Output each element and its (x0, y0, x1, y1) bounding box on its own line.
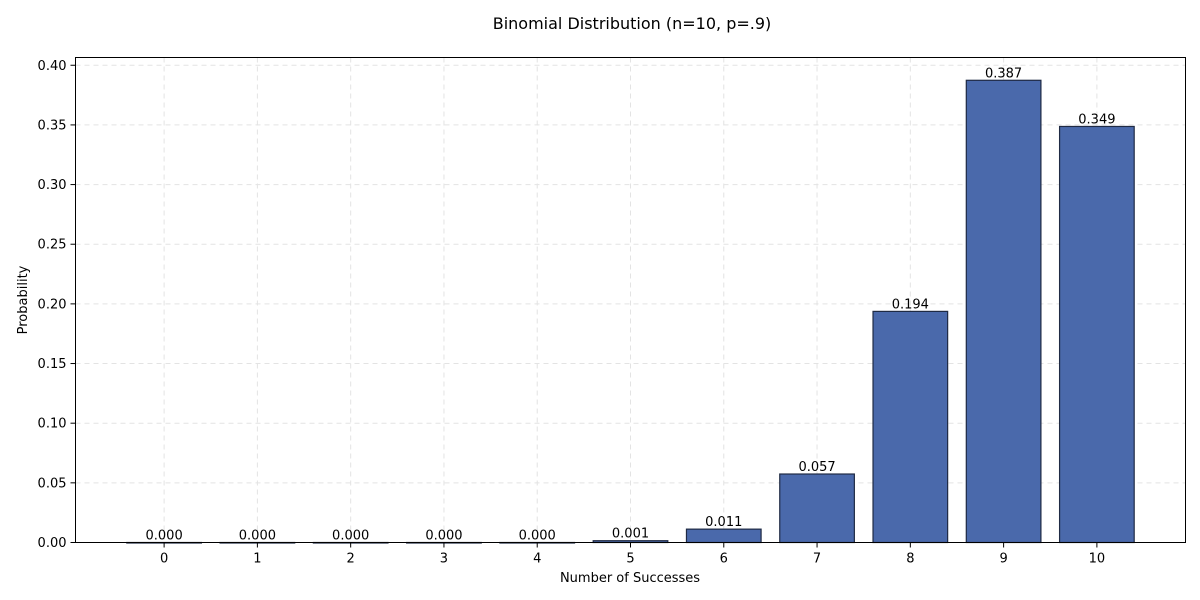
bar-value-label: 0.001 (612, 527, 649, 542)
x-tick-label: 3 (440, 552, 448, 567)
bar (779, 473, 855, 544)
y-tick-label: 0.35 (38, 118, 67, 133)
bar-value-label: 0.000 (146, 529, 183, 544)
x-tick-label: 6 (720, 552, 728, 567)
bar-value-label: 0.000 (519, 529, 556, 544)
bar (872, 310, 949, 544)
bar (685, 528, 762, 544)
x-tick-label: 0 (160, 552, 168, 567)
x-tick-label: 9 (999, 552, 1007, 567)
y-axis-label: Probability (16, 265, 31, 334)
y-tick-label: 0.15 (38, 357, 67, 372)
bar-value-label: 0.000 (239, 529, 276, 544)
y-tick-label: 0.40 (38, 59, 67, 74)
chart-title: Binomial Distribution (n=10, p=.9) (493, 14, 772, 33)
y-tick-label: 0.30 (38, 178, 67, 193)
bar-value-label: 0.349 (1078, 112, 1115, 127)
y-tick-label: 0.20 (38, 297, 67, 312)
x-tick-label: 8 (906, 552, 914, 567)
y-axis: 0.00 0.05 0.10 0.15 0.20 0.25 0.30 0.35 0.40 (38, 59, 76, 551)
bar-value-label: 0.057 (798, 460, 835, 475)
bar (965, 79, 1042, 544)
bar-value-label: 0.000 (425, 529, 462, 544)
bar-value-label: 0.011 (705, 515, 742, 530)
bar (1058, 125, 1135, 544)
y-tick-label: 0.00 (38, 536, 67, 551)
x-tick-label: 7 (813, 552, 821, 567)
x-axis: 0 1 2 3 4 5 6 7 8 9 10 (160, 542, 1106, 567)
bar-value-label: 0.387 (985, 66, 1022, 81)
y-tick-label: 0.25 (38, 238, 67, 253)
data-labels: 0.000 0.000 0.000 0.000 0.000 0.001 0.011 0.057… (146, 66, 1116, 543)
x-tick-label: 2 (347, 552, 355, 567)
y-tick-label: 0.05 (38, 476, 67, 491)
x-tick-label: 1 (253, 552, 261, 567)
x-axis-label: Number of Successes (560, 571, 700, 586)
bar-value-label: 0.194 (892, 297, 929, 312)
bars (126, 79, 1135, 544)
bar-value-label: 0.000 (332, 529, 369, 544)
x-tick-label: 10 (1089, 552, 1106, 567)
x-tick-label: 5 (626, 552, 634, 567)
y-tick-label: 0.10 (38, 417, 67, 432)
x-tick-label: 4 (533, 552, 541, 567)
